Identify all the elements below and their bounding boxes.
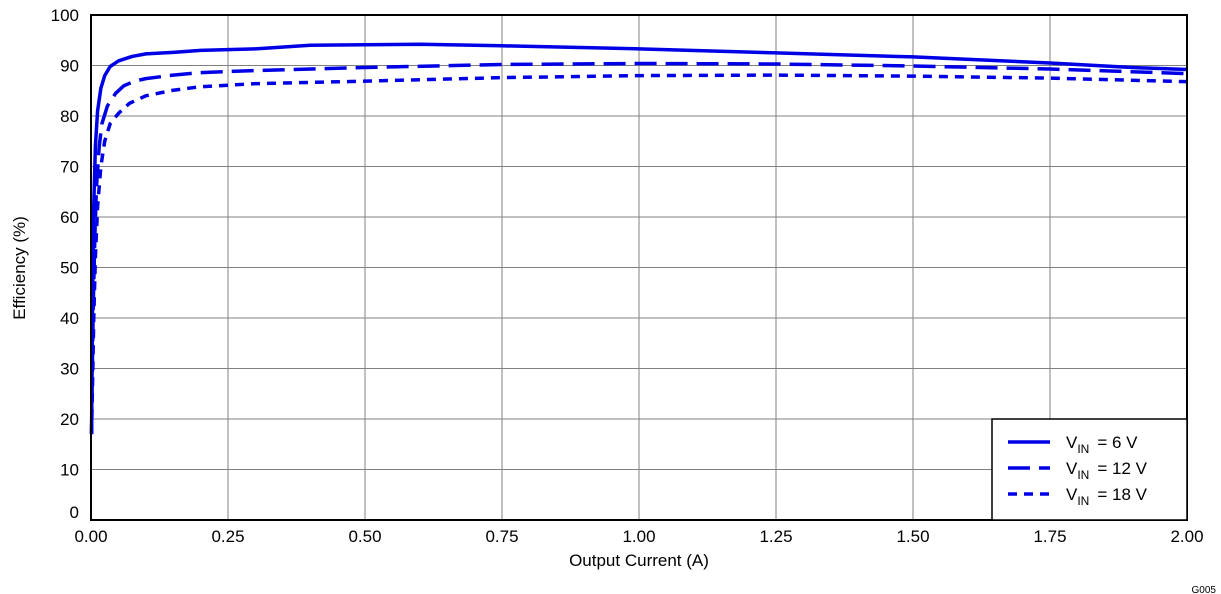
y-tick-label: 80 — [60, 107, 79, 126]
series-line-3 — [89, 73, 1188, 435]
x-tick-label: 1.75 — [1033, 527, 1066, 546]
series-line-1 — [89, 42, 1188, 435]
x-tick-label: 0.75 — [485, 527, 518, 546]
y-tick-label: 90 — [60, 57, 79, 76]
figure-code: G005 — [1192, 585, 1217, 594]
legend-label-main: V — [1066, 459, 1078, 478]
legend-label-3: VIN = 18 V — [1066, 485, 1148, 508]
legend-label-value: = 18 V — [1097, 485, 1147, 504]
legend-label-main: V — [1066, 485, 1078, 504]
series-lines — [89, 42, 1188, 435]
y-tick-label: 20 — [60, 410, 79, 429]
legend-label-value: = 6 V — [1097, 433, 1138, 452]
x-tick-label: 1.25 — [759, 527, 792, 546]
legend-label-main: V — [1066, 433, 1078, 452]
series-line-2 — [89, 61, 1188, 435]
x-tick-label: 0.25 — [211, 527, 244, 546]
y-tick-label: 30 — [60, 360, 79, 379]
y-tick-label: 60 — [60, 208, 79, 227]
legend-label-1: VIN = 6 V — [1066, 433, 1138, 456]
legend-label-subscript: IN — [1077, 468, 1089, 482]
y-tick-label: 40 — [60, 309, 79, 328]
y-tick-label: 50 — [60, 259, 79, 278]
y-tick-labels: 0 10 20 30 40 50 60 70 80 90 100 — [51, 6, 79, 522]
y-tick-label: 10 — [60, 461, 79, 480]
legend-label-subscript: IN — [1077, 442, 1089, 456]
y-tick-label: 0 — [70, 503, 79, 522]
legend-label-value: = 12 V — [1097, 459, 1147, 478]
x-tick-label: 0.00 — [74, 527, 107, 546]
x-axis-label: Output Current (A) — [569, 551, 709, 570]
y-tick-label: 100 — [51, 6, 79, 25]
y-tick-label: 70 — [60, 158, 79, 177]
x-tick-labels: 0.00 0.25 0.50 0.75 1.00 1.25 1.50 1.75 2.00 — [74, 527, 1203, 546]
x-tick-label: 1.00 — [622, 527, 655, 546]
y-axis-label: Efficiency (%) — [10, 216, 29, 320]
x-tick-label: 0.50 — [348, 527, 381, 546]
x-tick-label: 2.00 — [1170, 527, 1203, 546]
legend-label-2: VIN = 12 V — [1066, 459, 1148, 482]
plot-frame — [90, 14, 1188, 521]
x-tick-label: 1.50 — [896, 527, 929, 546]
legend-label-subscript: IN — [1077, 494, 1089, 508]
